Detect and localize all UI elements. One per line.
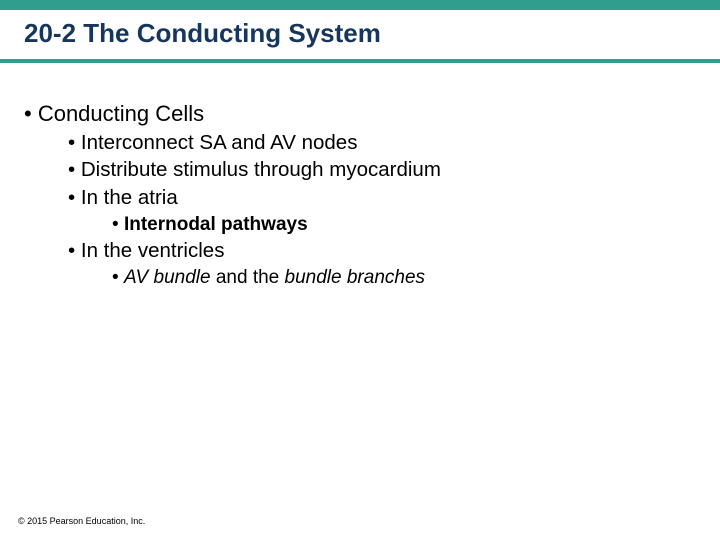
- content-area: Conducting Cells Interconnect SA and AV …: [0, 63, 720, 291]
- bullet-text: Interconnect SA and AV nodes: [81, 131, 358, 154]
- copyright-footer: © 2015 Pearson Education, Inc.: [18, 516, 145, 526]
- bullet-text: Internodal pathways: [124, 214, 308, 235]
- list-item: Interconnect SA and AV nodes: [68, 129, 696, 157]
- list-item: AV bundle and the bundle branches: [112, 265, 696, 291]
- bullet-text: Conducting Cells: [38, 101, 204, 126]
- list-item: In the ventricles AV bundle and the bund…: [68, 237, 696, 290]
- list-item: In the atria Internodal pathways: [68, 184, 696, 237]
- top-accent-bar: [0, 0, 720, 10]
- slide: 20-2 The Conducting System Conducting Ce…: [0, 0, 720, 540]
- list-item: Conducting Cells Interconnect SA and AV …: [24, 99, 696, 291]
- bullet-list-level2: Interconnect SA and AV nodes Distribute …: [24, 129, 696, 291]
- bullet-text: In the ventricles: [81, 239, 225, 262]
- list-item: Internodal pathways: [112, 212, 696, 238]
- bullet-text-italic: bundle branches: [285, 267, 426, 288]
- list-item: Distribute stimulus through myocardium: [68, 156, 696, 184]
- bullet-list-level3: Internodal pathways: [68, 212, 696, 238]
- bullet-text-italic: AV bundle: [124, 267, 211, 288]
- bullet-text: Distribute stimulus through myocardium: [81, 158, 441, 181]
- bullet-list-level3: AV bundle and the bundle branches: [68, 265, 696, 291]
- slide-title: 20-2 The Conducting System: [24, 18, 696, 49]
- bullet-list-level1: Conducting Cells Interconnect SA and AV …: [24, 99, 696, 291]
- bullet-text: and the: [211, 267, 285, 288]
- bullet-text: In the atria: [81, 186, 178, 209]
- title-region: 20-2 The Conducting System: [0, 10, 720, 53]
